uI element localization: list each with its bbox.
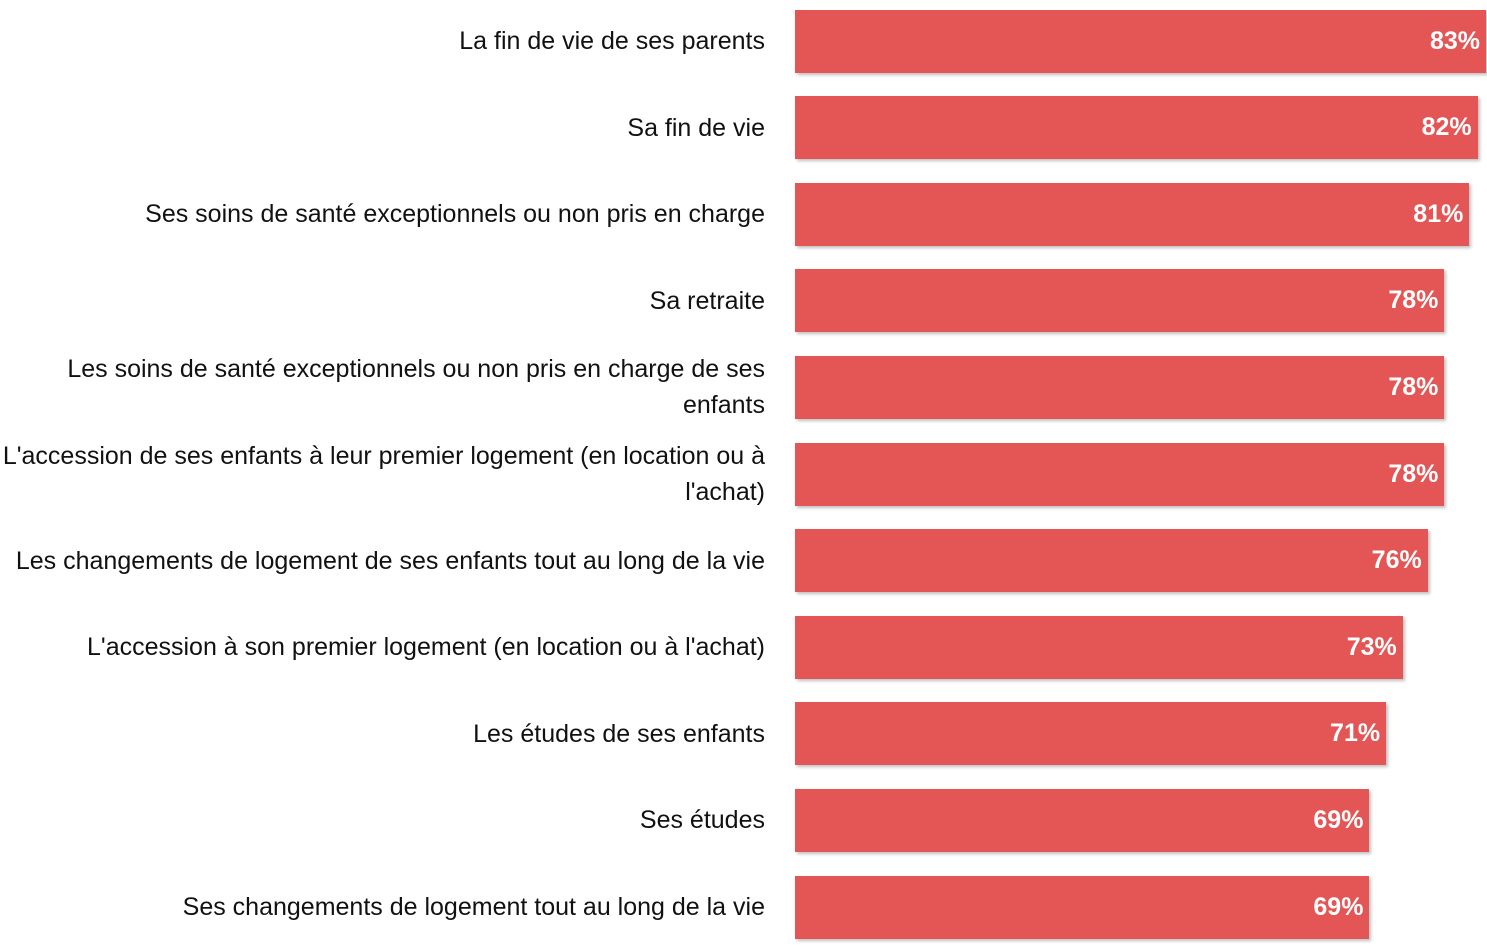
value-label: 78% [1388,459,1439,488]
value-label: 81% [1413,199,1464,228]
category-label: Sa fin de vie [627,113,765,142]
category-label: Ses changements de logement tout au long… [182,893,765,921]
value-label: 69% [1313,892,1364,921]
bar [795,442,1445,506]
bar [795,269,1445,333]
category-label: Ses études [639,806,765,835]
bar [795,615,1403,679]
bar [795,96,1478,160]
category-label: L'accession à son premier logement (en l… [87,633,765,662]
value-label: 71% [1330,719,1381,748]
category-label: Les études de ses enfants [473,719,765,748]
value-label: 69% [1313,805,1364,834]
value-label: 73% [1346,632,1397,661]
bar [795,875,1370,939]
category-label: L'accession de ses enfants à leur premie… [2,442,765,506]
bar [795,9,1486,73]
value-label: 76% [1371,546,1422,575]
value-label: 78% [1388,286,1439,315]
category-label: Sa retraite [649,286,765,315]
bar [795,788,1370,852]
category-label: Les changements de logement de ses enfan… [15,546,765,575]
category-label: La fin de vie de ses parents [459,27,765,55]
value-label: 78% [1388,372,1439,401]
value-label: 82% [1421,113,1472,142]
bar [795,355,1445,419]
value-label: 83% [1429,26,1480,55]
bar [795,182,1470,246]
category-label: Ses soins de santé exceptionnels ou non … [145,200,765,229]
bar [795,702,1387,766]
category-label: Les soins de santé exceptionnels ou non … [67,355,765,420]
bar [795,529,1428,593]
